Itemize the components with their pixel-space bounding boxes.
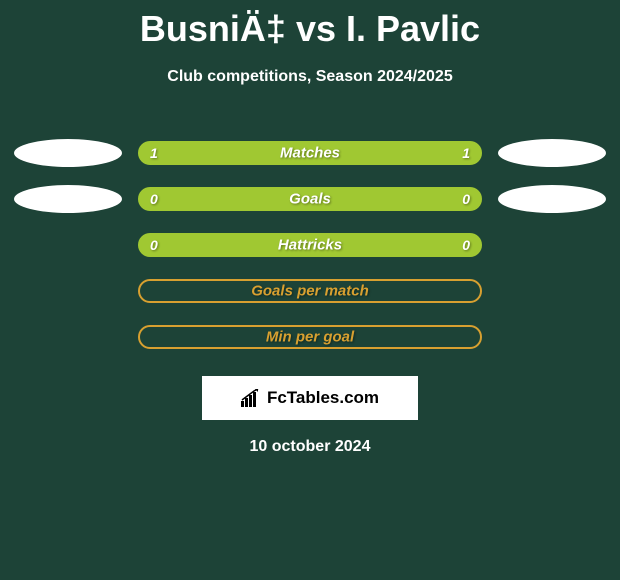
- spacer: [14, 231, 122, 259]
- badge-text: FcTables.com: [267, 388, 379, 408]
- team-marker-right: [498, 139, 606, 167]
- stat-label: Hattricks: [278, 237, 342, 254]
- stat-bar: Min per goal: [138, 325, 482, 349]
- team-marker-left: [14, 185, 122, 213]
- stat-row: Goals 0 0: [0, 176, 620, 222]
- spacer: [498, 231, 606, 259]
- stat-label: Goals per match: [251, 283, 369, 300]
- stat-value-left: 0: [150, 191, 158, 207]
- chart-icon: [241, 389, 261, 407]
- stat-bar: Hattricks 0 0: [138, 233, 482, 257]
- spacer: [14, 277, 122, 305]
- spacer: [498, 277, 606, 305]
- comparison-chart: Matches 1 1 Goals 0 0 Hattricks 0 0 Goals per mat…: [0, 130, 620, 360]
- date-label: 10 october 2024: [0, 438, 620, 456]
- stat-value-right: 0: [462, 191, 470, 207]
- subtitle: Club competitions, Season 2024/2025: [0, 68, 620, 86]
- stat-value-right: 1: [462, 145, 470, 161]
- stat-label: Matches: [280, 145, 340, 162]
- stat-row: Min per goal: [0, 314, 620, 360]
- team-marker-left: [14, 139, 122, 167]
- stat-row: Hattricks 0 0: [0, 222, 620, 268]
- stat-row: Matches 1 1: [0, 130, 620, 176]
- stat-label: Goals: [289, 191, 331, 208]
- stat-bar: Matches 1 1: [138, 141, 482, 165]
- stat-bar: Goals 0 0: [138, 187, 482, 211]
- stat-bar: Goals per match: [138, 279, 482, 303]
- site-badge: FcTables.com: [202, 376, 418, 420]
- stat-value-right: 0: [462, 237, 470, 253]
- stat-value-left: 0: [150, 237, 158, 253]
- spacer: [14, 323, 122, 351]
- stat-row: Goals per match: [0, 268, 620, 314]
- page-title: BusniÄ‡ vs I. Pavlic: [0, 0, 620, 50]
- stat-label: Min per goal: [266, 329, 354, 346]
- spacer: [498, 323, 606, 351]
- team-marker-right: [498, 185, 606, 213]
- stat-value-left: 1: [150, 145, 158, 161]
